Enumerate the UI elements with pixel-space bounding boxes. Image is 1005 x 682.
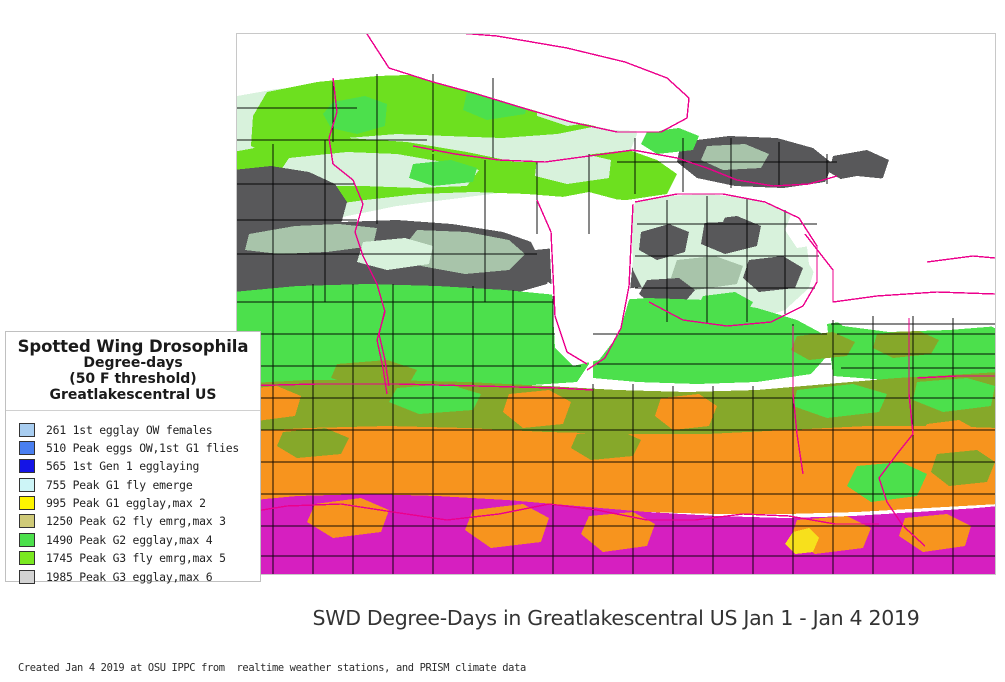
great-lakes-water <box>357 34 995 366</box>
legend-swatch-995 <box>19 496 35 511</box>
legend-label-755: 755 Peak G1 fly emerge <box>46 477 193 492</box>
legend-title-line3: (50 F threshold) <box>69 371 197 388</box>
legend-swatch-755 <box>19 477 35 492</box>
legend-item: 510 Peak eggs OW,1st G1 flies <box>19 439 260 457</box>
county-boundaries <box>237 74 995 574</box>
legend-label-510: 510 Peak eggs OW,1st G1 flies <box>46 440 240 455</box>
zone-upper-peninsula <box>237 138 677 223</box>
legend-swatch-510 <box>19 440 35 455</box>
legend-label-995: 995 Peak G1 egglay,max 2 <box>46 496 206 511</box>
legend-title-line2: Degree-days <box>83 355 183 372</box>
legend-label-1985: 1985 Peak G3 egglay,max 6 <box>46 569 213 584</box>
legend-entry-list: 261 1st egglay OW females 510 Peak eggs … <box>6 411 260 586</box>
map-legend: Spotted Wing Drosophila Degree-days (50 … <box>5 331 261 584</box>
legend-swatch-1745 <box>19 551 35 566</box>
legend-item: 1745 Peak G3 fly emrg,max 5 <box>19 549 260 567</box>
legend-item: 755 Peak G1 fly emerge <box>19 476 260 494</box>
legend-item: 261 1st egglay OW females <box>19 420 260 438</box>
legend-label-1250: 1250 Peak G2 fly emrg,max 3 <box>46 514 226 529</box>
legend-swatch-261 <box>19 422 35 437</box>
legend-item: 1490 Peak G2 egglay,max 4 <box>19 531 260 549</box>
legend-label-1490: 1490 Peak G2 egglay,max 4 <box>46 532 213 547</box>
legend-title-line1: Spotted Wing Drosophila <box>17 337 249 356</box>
legend-item: 565 1st Gen 1 egglaying <box>19 457 260 475</box>
legend-swatch-565 <box>19 459 35 474</box>
legend-label-261: 261 1st egglay OW females <box>46 422 213 437</box>
yellow-hotspot <box>785 528 819 554</box>
legend-swatch-1250 <box>19 514 35 529</box>
legend-label-1745: 1745 Peak G3 fly emrg,max 5 <box>46 551 226 566</box>
map-caption: SWD Degree-Days in Greatlakescentral US … <box>312 606 920 630</box>
legend-label-565: 565 1st Gen 1 egglaying <box>46 459 200 474</box>
legend-item: 995 Peak G1 egglay,max 2 <box>19 494 260 512</box>
legend-item: 1250 Peak G2 fly emrg,max 3 <box>19 512 260 530</box>
credit-line: Created Jan 4 2019 at OSU IPPC from real… <box>18 662 526 674</box>
state-boundaries <box>237 34 995 547</box>
legend-swatch-1985 <box>19 569 35 584</box>
legend-title: Spotted Wing Drosophila Degree-days (50 … <box>6 332 260 412</box>
legend-swatch-1490 <box>19 532 35 547</box>
legend-item: 1985 Peak G3 egglay,max 6 <box>19 567 260 585</box>
map-frame <box>236 33 996 575</box>
degree-day-choropleth-map[interactable] <box>237 34 995 574</box>
legend-title-line4: Greatlakescentral US <box>49 387 217 404</box>
